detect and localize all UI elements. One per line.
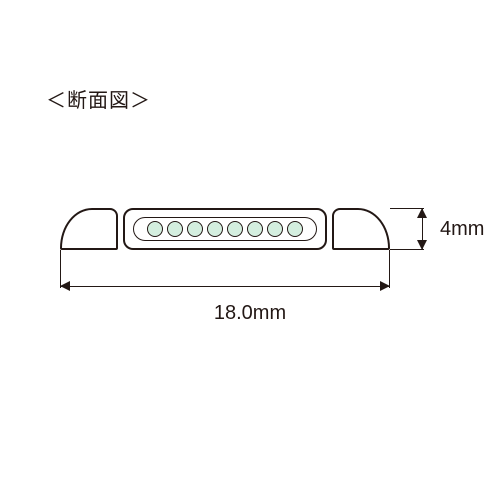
cross-section-shape — [60, 208, 390, 250]
conductor-row — [133, 217, 317, 241]
width-value: 18.0mm — [0, 302, 500, 325]
arrowhead-right-icon — [380, 281, 390, 291]
arrowhead-left-icon — [60, 281, 70, 291]
width-dimension — [60, 272, 390, 302]
conductor-core — [227, 221, 243, 237]
conductor-core — [187, 221, 203, 237]
diagram-canvas: ＜断面図＞ 18.0mm 4mm — [0, 0, 500, 500]
conductor-core — [267, 221, 283, 237]
height-dimension — [408, 208, 438, 250]
conductor-core — [287, 221, 303, 237]
left-end-cap — [60, 208, 118, 250]
conductor-core — [167, 221, 183, 237]
right-end-cap — [332, 208, 390, 250]
arrowhead-up-icon — [417, 208, 427, 218]
conductor-core — [147, 221, 163, 237]
dimension-line-icon — [60, 286, 390, 287]
height-value: 4mm — [440, 218, 484, 241]
conductor-core — [207, 221, 223, 237]
conductor-core — [247, 221, 263, 237]
arrowhead-down-icon — [417, 240, 427, 250]
diagram-title: ＜断面図＞ — [46, 84, 151, 113]
